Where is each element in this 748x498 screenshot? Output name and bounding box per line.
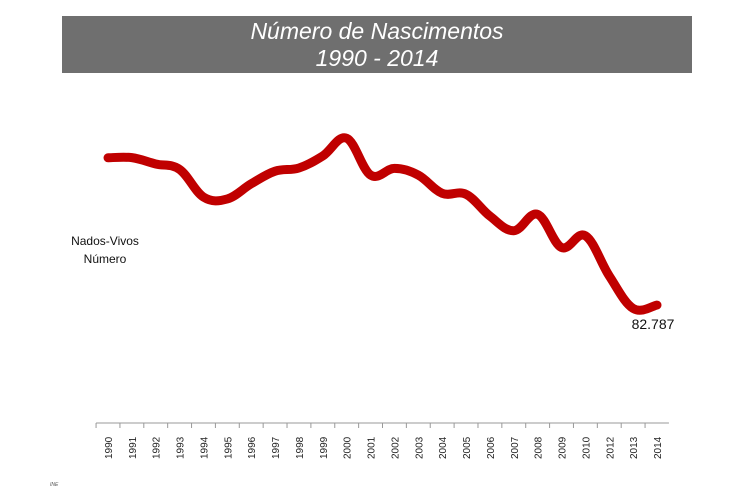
x-tick-label: 2004 (438, 436, 449, 459)
x-tick-label: 2003 (414, 436, 425, 459)
y-axis-label-line-2: Número (83, 252, 127, 266)
x-tick-label: 2010 (581, 436, 592, 459)
x-tick-label: 2008 (534, 436, 545, 459)
x-tick-label: 2012 (605, 436, 616, 459)
x-tick-label: 1997 (271, 436, 282, 459)
data-point (584, 235, 586, 237)
data-point (417, 174, 419, 176)
x-tick-label: 1996 (247, 436, 258, 459)
x-tick-label: 1992 (152, 436, 163, 459)
y-axis-label: Nados-Vivos Número (60, 232, 150, 268)
x-tick-label: 1995 (223, 436, 234, 459)
data-point (608, 275, 610, 277)
data-point (465, 193, 467, 195)
data-point (202, 196, 204, 198)
data-point (179, 168, 181, 170)
data-point (274, 170, 276, 172)
data-label: 82.787 (632, 316, 675, 332)
data-point (370, 174, 372, 176)
series-layer (103, 133, 662, 315)
x-tick-label: 1998 (295, 436, 306, 459)
x-tick-label: 2007 (510, 436, 521, 459)
x-tick-label: 2006 (486, 436, 497, 459)
data-point (298, 167, 300, 169)
chart-subtitle: 1990 - 2014 (315, 45, 439, 71)
x-tick-label: 1994 (199, 436, 210, 459)
data-point (322, 155, 324, 157)
data-point (656, 304, 658, 306)
data-point (107, 157, 109, 159)
data-point (513, 230, 515, 232)
x-tick-label: 2009 (558, 436, 569, 459)
x-tick-label: 1999 (319, 436, 330, 459)
x-tick-label: 1990 (104, 436, 115, 459)
source-note: INE (50, 482, 59, 488)
data-point (226, 198, 228, 200)
y-axis-label-line-1: Nados-Vivos (71, 234, 139, 248)
x-tick-label: 2005 (462, 436, 473, 459)
data-point (489, 215, 491, 217)
data-point (346, 137, 348, 139)
data-point (561, 246, 563, 248)
x-tick-label: 1993 (176, 436, 187, 459)
x-axis: 1990 1991 1992 1993 1994 1995 1996 1997 1998 1999… (95, 422, 669, 459)
data-point (131, 157, 133, 159)
x-tick-label: 2001 (367, 436, 378, 459)
data-point (393, 167, 395, 169)
x-tick-label: 2014 (653, 436, 664, 459)
data-point (441, 192, 443, 194)
annotation-layer: 82.787 (632, 316, 675, 332)
x-tick-label: 1991 (128, 436, 139, 459)
data-point (632, 307, 634, 309)
data-point (250, 183, 252, 185)
data-point (155, 163, 157, 165)
chart-title: Número de Nascimentos (250, 18, 504, 44)
x-tick-label: 2013 (629, 436, 640, 459)
x-tick-label: 2000 (343, 436, 354, 459)
series-line (103, 133, 662, 315)
data-point (537, 213, 539, 215)
chart-title-bar: Número de Nascimentos 1990 - 2014 (62, 16, 692, 73)
x-tick-label: 2002 (390, 436, 401, 459)
